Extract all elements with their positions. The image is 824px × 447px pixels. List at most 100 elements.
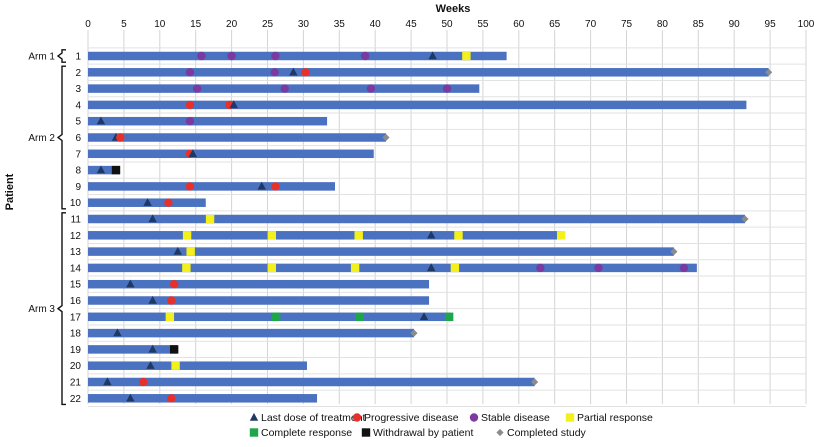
last-dose-marker [289,67,298,76]
legend-label: Last dose of treatment [261,412,366,424]
patient-label: 20 [70,361,82,372]
patient-label: 4 [75,100,81,111]
x-tick-label: 15 [190,19,202,30]
patient-bar [88,377,535,387]
patient-label: 8 [75,166,81,177]
partial-marker [354,231,363,240]
partial-marker [267,263,277,273]
patient-bar [88,328,414,338]
legend-label: Withdrawal by patient [373,427,473,439]
x-tick-label: 40 [370,19,382,30]
progressive-marker [169,280,179,289]
patient-label: 21 [70,378,82,389]
complete-marker [444,312,454,321]
partial-marker [165,312,175,321]
progressive-marker [167,394,176,403]
last-dose-marker [427,230,436,239]
legend-stable-marker [469,413,479,422]
patient-bar [88,263,697,273]
partial-marker [182,231,192,240]
patient-bar [88,296,430,305]
partial-marker [267,231,277,240]
complete-marker [355,312,364,321]
progressive-marker [164,198,173,207]
x-tick-label: 0 [85,19,91,30]
stable-marker [185,117,195,126]
last-dose-marker [229,100,238,109]
withdrawal-marker [111,165,121,175]
last-dose-marker [148,344,157,353]
patient-bar [88,361,307,370]
x-tick-label: 35 [334,19,346,30]
arm-bracket [56,65,66,210]
patient-label: 2 [75,68,81,79]
progressive-marker [271,182,280,191]
patient-bar [88,247,674,256]
patient-bar [88,279,430,289]
last-dose-marker [257,181,266,190]
stable-marker [197,51,206,61]
partial-marker [205,214,215,224]
progressive-marker [301,68,310,77]
legend-complete-marker [249,428,259,437]
x-tick-label: 55 [477,19,489,30]
legend-label: Partial response [577,412,653,424]
patient-label: 18 [70,329,82,340]
patient-label: 1 [75,52,81,63]
x-tick-label: 90 [729,19,741,30]
completed-marker [670,248,678,256]
completed-marker [410,329,418,337]
legend-withdrawal-marker [361,428,371,437]
last-dose-marker [126,279,135,288]
x-tick-label: 30 [298,19,310,30]
stable-marker [270,68,279,77]
stable-marker [366,84,376,93]
last-dose-marker [146,361,155,369]
patient-label: 22 [70,394,82,405]
patient-bar [88,68,769,77]
x-tick-label: 45 [406,19,418,30]
progressive-marker [185,100,195,110]
legend-progressive-marker [352,413,362,422]
last-dose-marker [188,149,198,157]
x-tick-label: 100 [798,19,815,30]
x-tick-label: 70 [585,19,597,30]
legend-partial-marker [565,413,575,422]
patient-bar [88,312,450,322]
patient-bar [88,133,386,142]
last-dose-marker [173,247,182,255]
y-axis-title: Patient [4,173,16,210]
x-tick-label: 95 [765,19,777,30]
x-axis: 0 5 10 15 20 25 30 35 40 45 50 55 60 65 70 75 80 85 90 95 10… [85,19,815,30]
x-tick-label: 10 [154,19,166,30]
completed-marker [765,68,773,76]
arm-bracket [56,212,66,406]
x-tick-label: 25 [262,19,274,30]
stable-marker [442,84,452,93]
legend-label: Stable disease [481,412,550,424]
patient-bar [88,116,328,126]
stable-marker [227,51,236,61]
legend-label: Completed study [507,427,587,439]
stable-marker [679,263,689,273]
x-tick-label: 75 [621,19,633,30]
stable-marker [271,51,280,61]
patient-label: 19 [70,345,82,356]
partial-marker [171,361,180,370]
x-axis-title: Weeks [436,3,471,15]
progressive-marker [139,377,148,387]
last-dose-marker [96,116,106,125]
legend-label: Progressive disease [364,412,459,424]
completed-marker [382,133,390,142]
last-dose-marker [427,263,436,272]
patient-bar [88,165,120,175]
patient-bar [88,345,178,354]
legend-label: Complete response [261,427,352,439]
arm-label: Arm 3 [28,304,55,315]
patient-bar [88,51,507,61]
stable-marker [536,263,545,273]
partial-marker [350,263,360,273]
last-dose-marker [428,51,437,60]
